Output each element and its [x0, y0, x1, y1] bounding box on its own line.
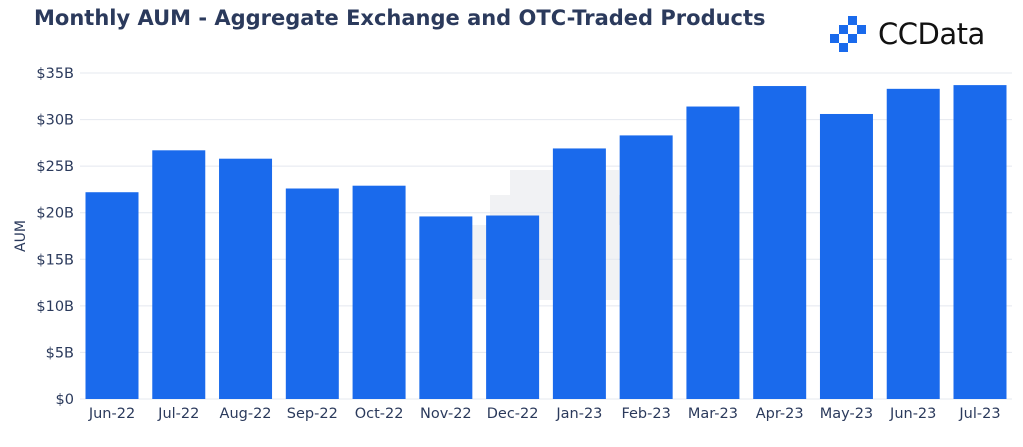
bar: [619, 135, 673, 400]
bar: [152, 150, 206, 399]
x-tick-label: Dec-22: [487, 406, 539, 422]
y-tick-label: $25B: [36, 159, 74, 175]
logo-text: CCData: [878, 17, 985, 51]
x-tick-label: Jan-23: [555, 406, 602, 422]
x-tick-label: Aug-22: [220, 406, 272, 422]
bar: [486, 215, 540, 399]
ccdata-logo-mark-icon: [830, 16, 866, 52]
x-tick-label: Nov-22: [420, 406, 472, 422]
x-tick-label: May-23: [820, 406, 873, 422]
y-tick-label: $35B: [36, 66, 74, 82]
x-tick-label: Mar-23: [688, 406, 738, 422]
bar: [819, 113, 873, 400]
chart-title: Monthly AUM - Aggregate Exchange and OTC…: [34, 6, 766, 30]
bar: [753, 86, 807, 399]
y-tick-label: $10B: [36, 299, 74, 315]
bar: [219, 158, 273, 399]
x-tick-label: Oct-22: [355, 406, 404, 422]
y-tick-label: $30B: [36, 113, 74, 129]
bar: [552, 148, 606, 399]
x-tick-label: Jul-23: [958, 406, 1000, 422]
x-tick-label: Feb-23: [621, 406, 670, 422]
y-tick-label: $5B: [46, 345, 74, 361]
y-tick-label: $15B: [36, 252, 74, 268]
bar: [886, 88, 940, 399]
bar: [953, 85, 1007, 399]
bar: [419, 216, 473, 399]
bar: [686, 106, 740, 399]
x-tick-label: Jun-23: [889, 406, 936, 422]
x-tick-label: Sep-22: [287, 406, 338, 422]
bar: [352, 185, 406, 399]
bar: [85, 192, 139, 399]
x-tick-label: Jul-22: [157, 406, 199, 422]
y-axis-title: AUM: [13, 220, 29, 252]
y-tick-label: $0: [56, 392, 74, 408]
y-tick-label: $20B: [36, 206, 74, 222]
x-tick-label: Jun-22: [88, 406, 135, 422]
x-tick-label: Apr-23: [756, 406, 804, 422]
brand-logo: CCData: [828, 14, 985, 54]
watermark-logo-icon: [448, 170, 640, 300]
bar: [285, 188, 339, 399]
